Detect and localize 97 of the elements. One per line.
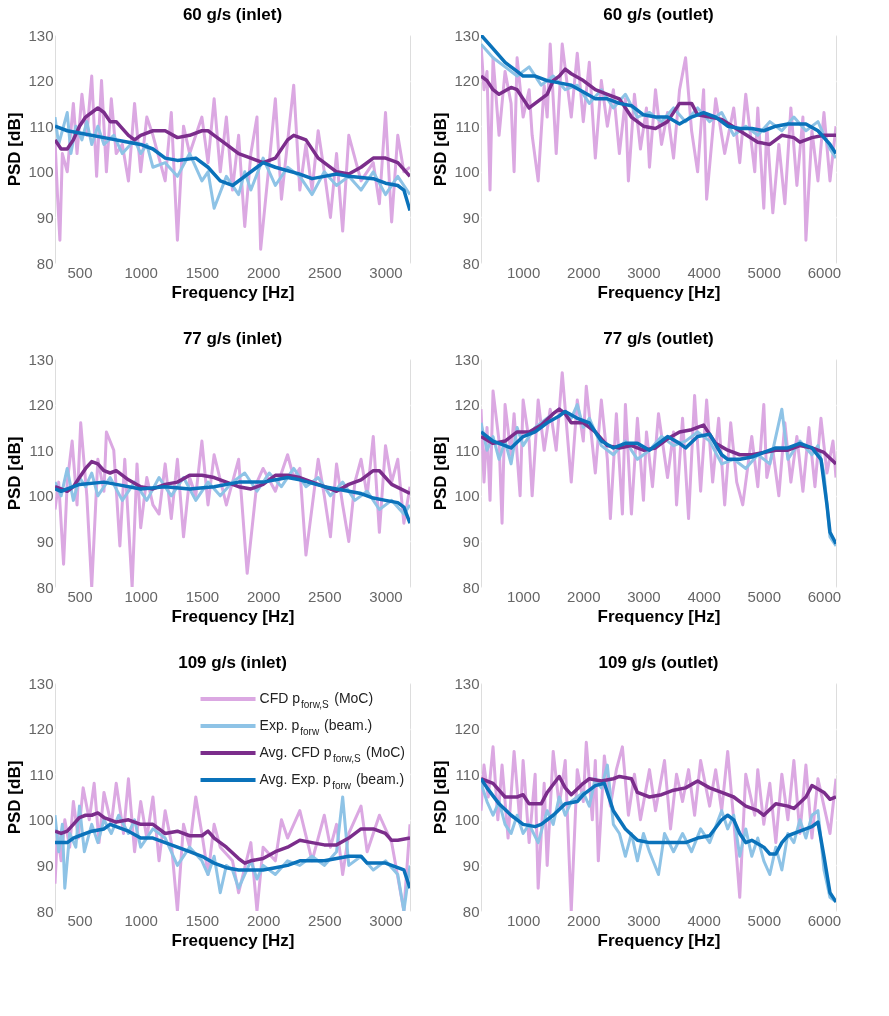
x-tick-label: 4000 xyxy=(687,263,721,281)
line-series xyxy=(55,124,410,213)
y-axis-title: PSD [dB] xyxy=(5,436,25,511)
chart-title: 60 g/s (inlet) xyxy=(182,5,283,24)
x-tick-label: 6000 xyxy=(807,263,842,281)
line-series xyxy=(55,475,410,525)
x-tick-label: 2000 xyxy=(246,263,281,281)
x-tick-label: 2500 xyxy=(308,587,342,605)
y-tick-label: 130 xyxy=(28,26,54,44)
y-tick-label: 100 xyxy=(454,487,480,505)
y-tick-label: 120 xyxy=(28,72,54,90)
y-tick-label: 130 xyxy=(28,350,54,368)
y-axis-title: PSD [dB] xyxy=(431,112,451,187)
y-tick-label: 130 xyxy=(454,26,480,44)
x-tick-label: 1000 xyxy=(124,587,158,605)
y-tick-label: 110 xyxy=(29,441,54,459)
y-tick-label: 120 xyxy=(454,72,480,90)
x-tick-label: 5000 xyxy=(747,587,781,605)
y-tick-label: 130 xyxy=(454,674,480,692)
x-tick-label: 3000 xyxy=(627,587,661,605)
line-series xyxy=(481,774,836,817)
y-tick-label: 90 xyxy=(462,856,480,874)
y-tick-label: 120 xyxy=(28,396,54,414)
line-series xyxy=(481,67,836,147)
y-tick-label: 110 xyxy=(29,117,54,135)
x-tick-label: 2500 xyxy=(308,911,342,929)
y-tick-label: 100 xyxy=(454,811,480,829)
x-tick-label: 6000 xyxy=(807,587,842,605)
x-tick-label: 1500 xyxy=(185,911,220,929)
y-tick-label: 90 xyxy=(36,532,54,550)
x-tick-label: 500 xyxy=(67,263,93,281)
x-tick-label: 2000 xyxy=(567,263,601,281)
x-tick-label: 1000 xyxy=(124,911,158,929)
x-tick-label: 1000 xyxy=(124,263,158,281)
x-tick-label: 3000 xyxy=(627,911,661,929)
x-tick-label: 4000 xyxy=(687,587,721,605)
x-tick-label: 3000 xyxy=(627,263,661,281)
chart-title: 77 g/s (outlet) xyxy=(603,329,714,348)
y-tick-label: 80 xyxy=(462,578,480,596)
x-tick-label: 2000 xyxy=(567,587,601,605)
y-tick-label: 110 xyxy=(29,765,54,783)
y-tick-label: 130 xyxy=(28,674,54,692)
x-tick-label: 2500 xyxy=(308,263,342,281)
chart-title: 60 g/s (outlet) xyxy=(603,5,714,24)
y-tick-label: 110 xyxy=(455,441,480,459)
y-tick-label: 80 xyxy=(36,902,54,920)
y-axis-title: PSD [dB] xyxy=(5,760,25,835)
y-tick-label: 100 xyxy=(28,163,54,181)
x-tick-label: 3000 xyxy=(369,263,403,281)
x-tick-label: 1000 xyxy=(506,263,541,281)
x-axis-title: Frequency [Hz] xyxy=(597,282,721,302)
y-tick-label: 80 xyxy=(462,902,480,920)
y-tick-label: 80 xyxy=(36,254,54,272)
x-axis-title: Frequency [Hz] xyxy=(171,930,295,950)
x-tick-label: 2000 xyxy=(567,911,601,929)
y-tick-label: 90 xyxy=(462,208,480,226)
y-tick-label: 120 xyxy=(28,720,54,738)
y-tick-label: 120 xyxy=(454,720,480,738)
y-tick-label: 100 xyxy=(28,811,54,829)
x-axis-title: Frequency [Hz] xyxy=(597,606,721,626)
x-tick-label: 1500 xyxy=(185,587,220,605)
x-tick-label: 3000 xyxy=(369,911,403,929)
x-axis-title: Frequency [Hz] xyxy=(171,606,295,626)
y-tick-label: 90 xyxy=(462,532,480,550)
line-series xyxy=(55,822,410,890)
x-tick-label: 1000 xyxy=(506,587,541,605)
y-tick-label: 110 xyxy=(455,765,480,783)
y-tick-label: 80 xyxy=(36,578,54,596)
y-tick-label: 100 xyxy=(28,487,54,505)
x-tick-label: 1000 xyxy=(506,911,541,929)
chart-title: 77 g/s (inlet) xyxy=(182,329,283,348)
x-tick-label: 5000 xyxy=(747,263,781,281)
y-tick-label: 80 xyxy=(462,254,480,272)
y-axis-title: PSD [dB] xyxy=(431,760,451,835)
line-series xyxy=(55,106,410,179)
x-tick-label: 2000 xyxy=(246,587,281,605)
y-tick-label: 90 xyxy=(36,856,54,874)
x-tick-label: 2000 xyxy=(246,911,281,929)
x-tick-label: 1500 xyxy=(185,263,220,281)
y-tick-label: 130 xyxy=(454,350,480,368)
y-axis-title: PSD [dB] xyxy=(5,112,25,187)
x-axis-title: Frequency [Hz] xyxy=(597,930,721,950)
y-tick-label: 120 xyxy=(454,396,480,414)
x-axis-title: Frequency [Hz] xyxy=(171,282,295,302)
x-tick-label: 5000 xyxy=(747,911,781,929)
chart-title: 109 g/s (outlet) xyxy=(598,653,719,672)
x-tick-label: 500 xyxy=(67,587,93,605)
x-tick-label: 500 xyxy=(67,911,93,929)
x-tick-label: 4000 xyxy=(687,911,721,929)
y-tick-label: 100 xyxy=(454,163,480,181)
x-tick-label: 6000 xyxy=(807,911,842,929)
line-series xyxy=(55,811,410,865)
y-axis-title: PSD [dB] xyxy=(431,436,451,511)
y-tick-label: 110 xyxy=(455,117,480,135)
y-tick-label: 90 xyxy=(36,208,54,226)
chart-title: 109 g/s (inlet) xyxy=(178,653,287,672)
x-tick-label: 3000 xyxy=(369,587,403,605)
